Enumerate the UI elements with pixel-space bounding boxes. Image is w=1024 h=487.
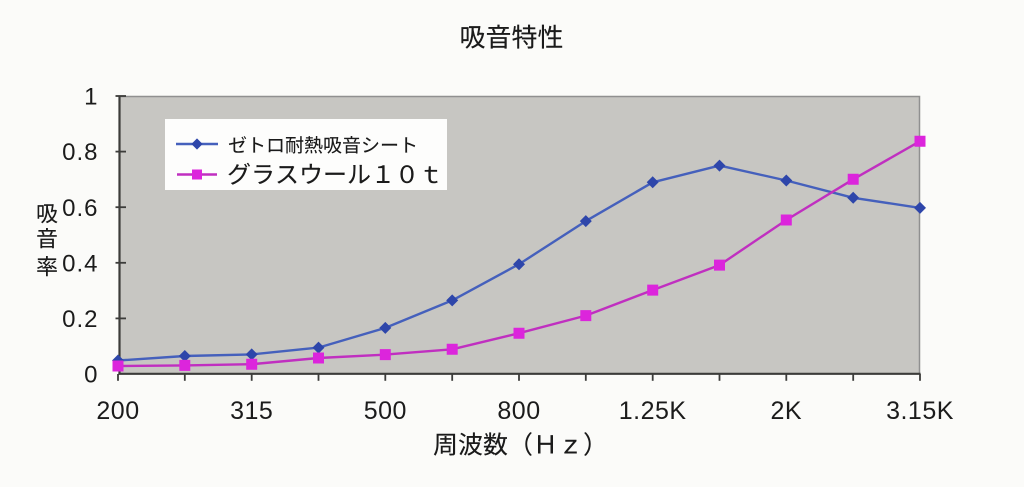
svg-text:0.8: 0.8 <box>62 139 98 166</box>
svg-text:2K: 2K <box>771 397 803 425</box>
svg-text:0.2: 0.2 <box>62 306 98 333</box>
svg-text:1.25K: 1.25K <box>619 397 687 425</box>
svg-text:315: 315 <box>230 397 273 425</box>
svg-text:800: 800 <box>497 397 540 425</box>
svg-text:200: 200 <box>96 397 139 425</box>
svg-text:3.15K: 3.15K <box>886 397 954 425</box>
svg-text:0.6: 0.6 <box>62 195 98 222</box>
svg-text:0: 0 <box>84 362 98 389</box>
svg-text:0.4: 0.4 <box>62 250 98 277</box>
svg-text:500: 500 <box>364 397 407 425</box>
svg-text:1: 1 <box>84 84 98 111</box>
